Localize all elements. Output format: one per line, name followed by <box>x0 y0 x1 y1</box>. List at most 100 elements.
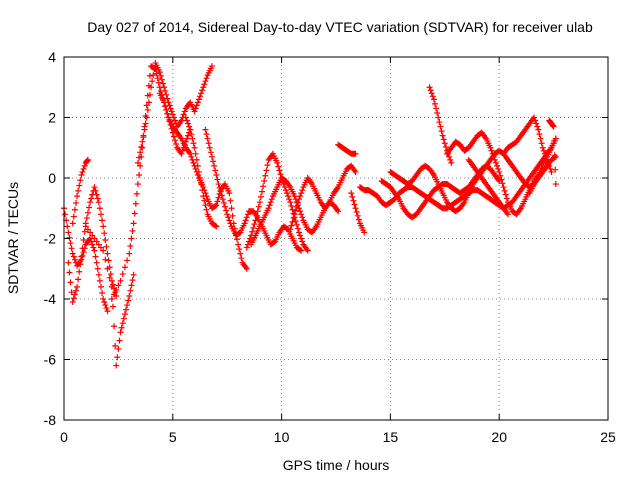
data-point <box>186 123 193 130</box>
x-tick-label: 15 <box>383 429 399 445</box>
data-point <box>203 75 210 82</box>
data-point <box>69 220 76 227</box>
data-point <box>79 168 86 175</box>
data-point <box>447 156 454 163</box>
data-point <box>68 289 75 296</box>
data-point <box>203 131 210 138</box>
y-tick-label: -8 <box>44 412 57 428</box>
data-point <box>212 222 219 229</box>
data-point <box>96 205 103 212</box>
data-point <box>66 269 73 276</box>
data-point <box>222 203 229 210</box>
data-point <box>287 226 294 233</box>
data-point <box>249 228 256 235</box>
data-point <box>102 256 109 263</box>
data-point <box>137 162 144 169</box>
data-point <box>167 105 174 112</box>
data-point <box>150 72 157 79</box>
data-point <box>191 108 198 115</box>
data-point <box>126 250 133 257</box>
data-point <box>298 211 305 218</box>
data-point <box>70 253 77 260</box>
data-point <box>130 271 137 278</box>
data-point <box>192 150 199 157</box>
data-point <box>77 261 84 268</box>
data-point <box>81 162 88 169</box>
data-point <box>194 171 201 178</box>
data-point <box>241 220 248 227</box>
data-point <box>546 162 553 169</box>
series-sat-n <box>348 190 368 236</box>
data-point <box>226 190 233 197</box>
data-point <box>102 237 109 244</box>
data-point <box>348 190 355 197</box>
series-sat-b <box>65 184 120 306</box>
data-point <box>108 283 115 290</box>
data-point <box>194 162 201 169</box>
data-point <box>117 329 124 336</box>
data-point <box>537 135 544 142</box>
data-point <box>547 165 554 172</box>
data-point <box>226 217 233 224</box>
grid-lines <box>64 57 608 420</box>
data-point <box>62 211 69 218</box>
data-point <box>195 168 202 175</box>
data-point <box>157 72 164 79</box>
data-point <box>427 87 434 94</box>
data-point <box>247 235 254 242</box>
data-point <box>215 194 222 201</box>
data-point <box>160 80 167 87</box>
series-sat-g <box>156 90 250 272</box>
data-point <box>132 200 139 207</box>
data-point <box>173 140 180 147</box>
data-point <box>144 106 151 113</box>
data-point <box>218 192 225 199</box>
data-point <box>71 206 78 213</box>
data-point <box>335 208 342 215</box>
chart-title: Day 027 of 2014, Sidereal Day-to-day VTE… <box>87 19 593 35</box>
data-point <box>350 197 357 204</box>
data-point <box>281 184 288 191</box>
data-point <box>243 265 250 272</box>
data-point <box>178 150 185 157</box>
data-point <box>89 232 96 239</box>
data-point <box>298 190 305 197</box>
data-point <box>87 229 94 236</box>
data-point <box>80 237 87 244</box>
data-point <box>294 199 301 206</box>
data-point <box>536 131 543 138</box>
data-point <box>259 188 266 195</box>
data-point <box>254 208 261 215</box>
data-point <box>158 76 165 83</box>
series-sat-o <box>356 135 559 212</box>
data-point <box>202 202 209 209</box>
x-tick-label: 5 <box>169 429 177 445</box>
data-point <box>84 209 91 216</box>
data-point <box>244 211 251 218</box>
data-point <box>71 291 78 298</box>
data-point <box>539 144 546 151</box>
data-point <box>116 337 123 344</box>
data-point <box>99 289 106 296</box>
data-point <box>154 75 161 82</box>
data-point <box>441 140 448 147</box>
data-point <box>190 159 197 166</box>
data-point <box>141 126 148 133</box>
data-point <box>194 99 201 106</box>
data-point <box>442 143 449 150</box>
data-point <box>355 216 362 223</box>
data-point <box>171 137 178 144</box>
data-point <box>199 87 206 94</box>
data-point <box>80 249 87 256</box>
data-point <box>117 277 124 284</box>
data-point <box>205 140 212 147</box>
data-point <box>200 184 207 191</box>
data-point <box>274 159 281 166</box>
data-point <box>434 109 441 116</box>
data-point <box>96 277 103 284</box>
data-point <box>134 181 141 188</box>
data-point <box>104 250 111 257</box>
data-point <box>164 110 171 117</box>
data-point <box>503 195 510 202</box>
